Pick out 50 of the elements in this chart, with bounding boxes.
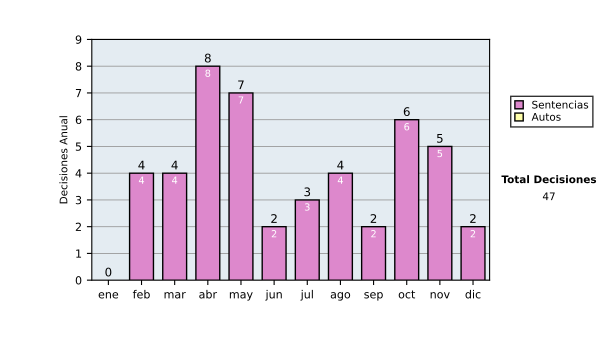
x-tick-label: jun [265,290,282,301]
data-label: 4 [138,176,144,184]
legend-label: Sentencias [532,100,588,109]
total-label: 6 [404,107,410,116]
total-label: 4 [171,160,178,170]
x-tick-label: nov [430,292,450,298]
data-label: 2 [470,230,476,238]
y-tick-label: 2 [76,222,81,231]
text: 47 [542,192,555,200]
data-label: 4 [338,176,343,184]
x-tick-label: ago [330,292,350,301]
data-label: 6 [404,123,410,130]
x-tick-label: jul [300,290,313,301]
y-tick-label: 4 [76,169,82,178]
data-label: 3 [304,203,310,211]
total-label: 8 [204,54,211,63]
x-tick-label: oct [398,290,416,298]
total-label: 5 [437,134,443,143]
data-label: 4 [172,176,178,184]
x-tick-label: mar [164,292,186,298]
total-label: 0 [105,268,112,277]
total-label: 4 [337,160,344,170]
y-tick-label: 7 [76,89,82,98]
y-tick-label: 5 [76,142,82,151]
data-label: 2 [272,230,276,238]
y-tick-label: 8 [76,62,82,71]
y-tick-label: 1 [76,250,82,258]
x-tick-label: feb [132,290,150,298]
y-tick-label: 6 [76,116,82,124]
total-label: 4 [138,160,145,170]
data-label: 5 [438,150,442,158]
data-label: 2 [371,230,376,238]
total-label: 3 [304,187,310,196]
total-label: 7 [238,80,244,90]
text: Total Decisiones [501,175,596,184]
legend-label: Autos [532,113,561,121]
total-label: 2 [370,214,376,223]
x-tick-label: dic [466,290,480,298]
y-axis-title: Decisiones Anual [59,116,68,204]
x-tick-label: may [230,292,253,301]
y-tick-label: 9 [76,35,82,44]
total-label: 2 [271,214,277,223]
x-tick-label: ene [98,292,118,298]
total-label: 2 [470,214,476,223]
data-label: 7 [238,96,244,104]
x-tick-label: sep [364,292,383,301]
x-tick-label: abr [199,290,218,298]
data-label: 8 [205,70,210,77]
y-tick-label: 0 [76,276,82,285]
y-tick-label: 3 [76,196,82,204]
